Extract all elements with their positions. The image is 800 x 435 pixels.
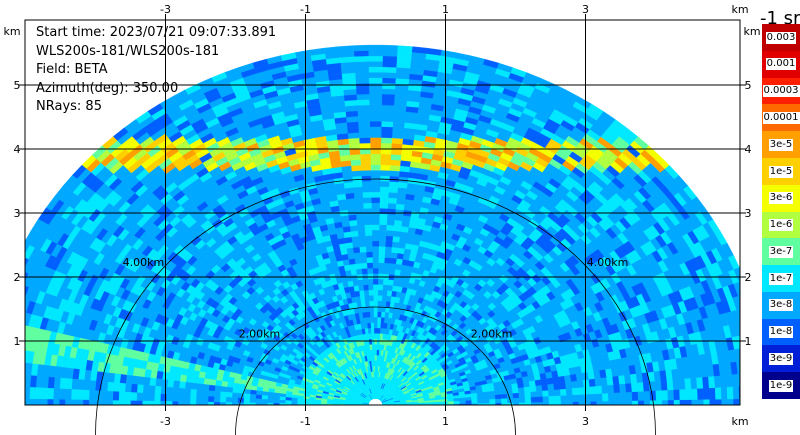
colorbar-label: 1e-7 bbox=[768, 272, 794, 285]
colorbar-segment: 3e-5 bbox=[762, 131, 800, 159]
colorbar-segment: 0.003 bbox=[762, 24, 800, 52]
y-tick-label-left: 2 bbox=[14, 271, 21, 284]
range-rings: 2.00km 2.00km 4.00km 4.00km bbox=[95, 178, 656, 435]
colorbar-label: 3e-7 bbox=[768, 245, 794, 258]
colorbar-segment: 0.0001 bbox=[762, 104, 800, 132]
colorbar-label: 1e-6 bbox=[768, 219, 794, 232]
colorbar-segment: 3e-6 bbox=[762, 184, 800, 212]
y-unit-label-right: km bbox=[743, 25, 760, 38]
range-ring-label: 2.00km bbox=[239, 327, 281, 340]
x-tick-label-top: 3 bbox=[582, 3, 589, 16]
x-tick-label-top: -3 bbox=[160, 3, 171, 16]
range-ring bbox=[95, 178, 656, 435]
colorbar-label: 3e-6 bbox=[768, 192, 794, 205]
instrument-label: WLS200s-181/WLS200s-181 bbox=[36, 43, 220, 59]
scan-info-panel: Start time: 2023/07/21 09:07:33.891 WLS2… bbox=[36, 24, 276, 117]
y-tick-label-right: 5 bbox=[745, 79, 752, 92]
x-tick-label-bottom: -1 bbox=[300, 415, 311, 428]
y-tick-label-left: 1 bbox=[14, 335, 21, 348]
start-time-label: Start time: 2023/07/21 09:07:33.891 bbox=[36, 25, 277, 40]
grid-lines bbox=[25, 20, 740, 405]
y-tick-label-left: 4 bbox=[14, 143, 21, 156]
y-tick-label-left: 3 bbox=[14, 207, 21, 220]
colorbar-label: 0.003 bbox=[765, 31, 797, 44]
colorbar-segment: 1e-6 bbox=[762, 211, 800, 239]
y-tick-label-right: 2 bbox=[745, 271, 752, 284]
azimuth-label: Azimuth(deg): 350.00 bbox=[36, 80, 179, 96]
colorbar-label: 1e-8 bbox=[768, 326, 794, 339]
colorbar-segment: 0.0003 bbox=[762, 77, 800, 105]
colorbar-label: 0.0001 bbox=[762, 111, 800, 124]
colorbar: 0.003 0.001 0.0003 0.0001 3e-5 1e-5 3e-6 1e-6 3e… bbox=[762, 24, 800, 400]
colorbar-title: -1 sr bbox=[760, 8, 800, 29]
colorbar-segment: 1e-5 bbox=[762, 157, 800, 186]
colorbar-label: 3e-8 bbox=[768, 299, 794, 312]
nrays-label: NRays: 85 bbox=[36, 99, 102, 114]
colorbar-segment: 1e-8 bbox=[762, 318, 800, 346]
colorbar-segment: 3e-8 bbox=[762, 291, 800, 320]
y-tick-label-right: 3 bbox=[745, 207, 752, 220]
range-ring-label: 4.00km bbox=[123, 256, 165, 269]
colorbar-segment: 0.001 bbox=[762, 50, 800, 79]
field-label: Field: BETA bbox=[36, 62, 108, 77]
colorbar-label: 3e-9 bbox=[768, 353, 794, 366]
range-ring-label: 4.00km bbox=[587, 256, 629, 269]
colorbar-label: 0.0003 bbox=[762, 85, 800, 98]
y-tick-label-right: 4 bbox=[745, 143, 752, 156]
range-ring-label: 2.00km bbox=[471, 327, 513, 340]
x-unit-label-bottom: km bbox=[731, 415, 748, 428]
y-tick-label-left: 5 bbox=[14, 79, 21, 92]
x-tick-label-top: 1 bbox=[442, 3, 449, 16]
colorbar-segment: 1e-7 bbox=[762, 265, 800, 293]
x-tick-label-bottom: 1 bbox=[442, 415, 449, 428]
x-unit-label-top: km bbox=[731, 3, 748, 16]
range-ring bbox=[235, 306, 516, 435]
y-unit-label-left: km bbox=[3, 25, 20, 38]
y-tick-label-right: 1 bbox=[745, 335, 752, 348]
colorbar-segment: 1e-9 bbox=[762, 372, 800, 400]
x-tick-label-bottom: -3 bbox=[160, 415, 171, 428]
colorbar-label: 0.001 bbox=[765, 58, 797, 71]
x-tick-label-top: -1 bbox=[300, 3, 311, 16]
colorbar-label: 3e-5 bbox=[768, 138, 794, 151]
colorbar-segment: 3e-7 bbox=[762, 238, 800, 266]
colorbar-label: 1e-9 bbox=[768, 379, 794, 392]
x-tick-label-bottom: 3 bbox=[582, 415, 589, 428]
colorbar-label: 1e-5 bbox=[768, 165, 794, 178]
axis-ticks: -3 -3 -1 -1 1 1 3 3 1 1 2 2 3 3 4 4 5 5 km km km km bbox=[3, 3, 760, 428]
colorbar-segment: 3e-9 bbox=[762, 345, 800, 373]
